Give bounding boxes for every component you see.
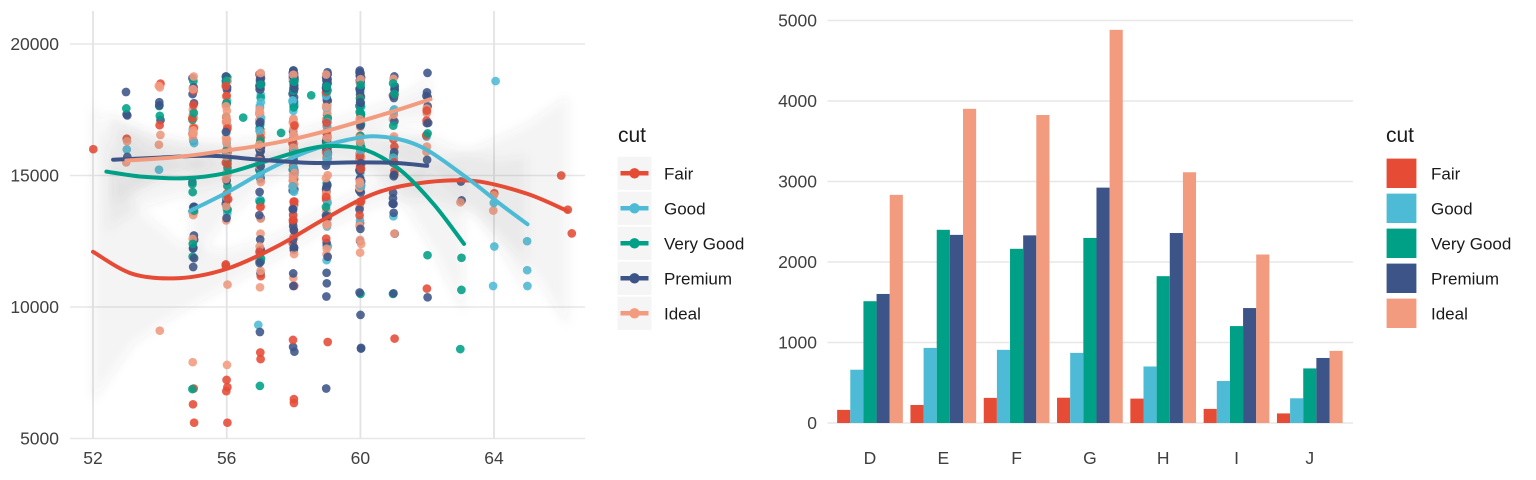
- svg-text:Good: Good: [1431, 199, 1473, 218]
- svg-text:cut: cut: [1386, 124, 1414, 147]
- svg-text:cut: cut: [618, 124, 646, 147]
- svg-text:F: F: [1011, 448, 1022, 468]
- svg-text:Premium: Premium: [1431, 269, 1499, 288]
- svg-text:10000: 10000: [10, 297, 59, 317]
- svg-text:4000: 4000: [778, 91, 817, 111]
- svg-text:H: H: [1157, 448, 1170, 468]
- svg-text:J: J: [1305, 448, 1314, 468]
- svg-text:20000: 20000: [10, 34, 59, 54]
- svg-text:5000: 5000: [778, 11, 817, 31]
- svg-text:0: 0: [807, 413, 817, 433]
- svg-text:Very Good: Very Good: [1431, 234, 1511, 253]
- svg-text:Very Good: Very Good: [664, 234, 744, 253]
- svg-text:2000: 2000: [778, 252, 817, 272]
- svg-text:Good: Good: [664, 199, 706, 218]
- svg-text:52: 52: [83, 448, 102, 468]
- svg-text:Fair: Fair: [1431, 164, 1461, 183]
- svg-text:Ideal: Ideal: [664, 304, 701, 323]
- svg-text:G: G: [1083, 448, 1097, 468]
- svg-text:D: D: [864, 448, 877, 468]
- svg-text:64: 64: [484, 448, 504, 468]
- svg-text:Premium: Premium: [664, 269, 732, 288]
- svg-text:56: 56: [217, 448, 236, 468]
- svg-text:Ideal: Ideal: [1431, 304, 1468, 323]
- svg-text:3000: 3000: [778, 172, 817, 192]
- svg-text:E: E: [937, 448, 949, 468]
- svg-text:60: 60: [351, 448, 371, 468]
- svg-text:Fair: Fair: [664, 164, 694, 183]
- svg-text:5000: 5000: [20, 429, 59, 449]
- svg-text:1000: 1000: [778, 333, 817, 353]
- svg-text:15000: 15000: [10, 166, 59, 186]
- svg-text:I: I: [1234, 448, 1239, 468]
